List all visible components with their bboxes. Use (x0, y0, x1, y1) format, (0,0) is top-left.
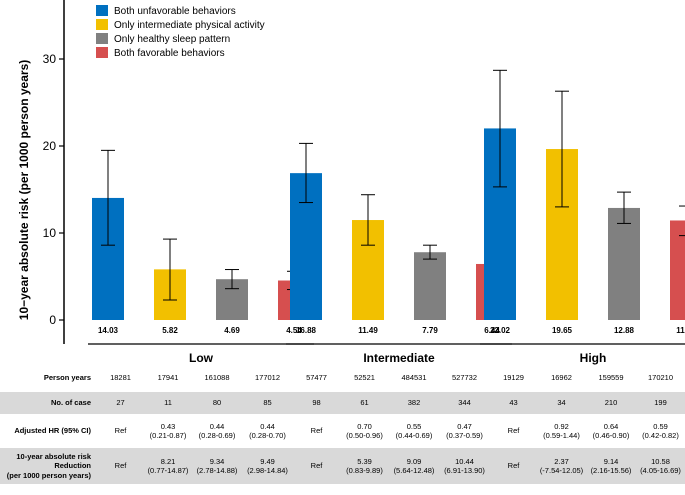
table-cell: 2.37 (-7.54-12.05) (537, 448, 586, 484)
table-cell: 9.14 (2.16-15.56) (586, 448, 636, 484)
table-cell: Ref (114, 426, 127, 436)
table-cell: 19129 (503, 373, 524, 383)
table-cell: 0.55 (0.44-0.69) (395, 421, 433, 440)
table-cell: 8.21 (0.77-14.87) (144, 448, 192, 484)
table-cell: 43 (490, 392, 537, 414)
table-cell: Ref (97, 448, 144, 484)
table-cell: 484531 (401, 373, 427, 383)
data-label-intermediate-3: 6.44 (484, 326, 500, 335)
table-cell: 85 (242, 392, 293, 414)
table-cell: 5.39 (0.83-9.89) (340, 448, 389, 484)
y-axis: 0 10 20 30 (43, 0, 65, 344)
table-cell: 11 (144, 392, 192, 414)
table-cell: 9.49 (2.98-14.84) (242, 448, 293, 484)
data-label-high-3: 11.44 (676, 326, 685, 335)
table-cell: 177012 (254, 373, 281, 383)
legend-swatch-0 (96, 5, 108, 16)
table-cell: 159559 (598, 373, 624, 383)
table-cell: Ref (293, 448, 340, 484)
table-cell: 344 (439, 392, 490, 414)
bar-intermediate-2 (414, 252, 446, 320)
data-label-low-2: 4.69 (224, 326, 240, 335)
table-row: No. of case 27 11 80 85 98 61 382 344 43 34 210 199 (0, 392, 685, 414)
table-row: Person years 18281 17941 161088 177012 57477 5… (0, 367, 685, 389)
table-cell: 18281 (110, 373, 131, 383)
group-label-high: High (580, 351, 607, 365)
table-row: Adjusted HR (95% CI) Ref 0.43 (0.21-0.87) 0.… (0, 417, 685, 445)
row-label: No. of case (0, 392, 97, 414)
row-label: 10-year absolute risk Reduction (per 1000 … (0, 448, 97, 484)
table-cell: 161088 (204, 373, 230, 383)
legend-label-2: Only healthy sleep pattern (114, 34, 230, 45)
group-label-low: Low (189, 351, 214, 365)
table-cell: 9.34 (2.78-14.88) (192, 448, 242, 484)
table-cell: 34 (537, 392, 586, 414)
table-cell: 27 (97, 392, 144, 414)
group-labels: Low Intermediate High (88, 343, 685, 365)
table-cell: 0.44 (0.28-0.69) (198, 421, 236, 440)
group-label-intermediate: Intermediate (363, 351, 435, 365)
table-cell: 61 (340, 392, 389, 414)
table-cell: Ref (507, 426, 520, 436)
y-tick-label-0: 0 (49, 313, 56, 327)
table-cell: 0.59 (0.42-0.82) (642, 421, 679, 440)
data-label-intermediate-0: 16.88 (296, 326, 317, 335)
table-cell: 382 (389, 392, 439, 414)
table-cell: 57477 (306, 373, 327, 383)
table-cell: 52521 (354, 373, 375, 383)
y-tick-label-2: 20 (43, 139, 57, 153)
legend-label-0: Both unfavorable behaviors (114, 6, 236, 17)
data-label-high-0: 22.02 (490, 326, 511, 335)
legend-label-3: Both favorable behaviors (114, 48, 225, 59)
table-cell: 170210 (647, 373, 674, 383)
data-label-low-0: 14.03 (98, 326, 119, 335)
table-cell: 0.70 (0.50-0.96) (346, 421, 383, 440)
data-label-intermediate-2: 7.79 (422, 326, 438, 335)
bar-high-3 (670, 220, 685, 320)
data-label-high-1: 19.65 (552, 326, 573, 335)
table-cell: 0.43 (0.21-0.87) (149, 421, 187, 440)
legend-swatch-1 (96, 19, 108, 30)
table-cell: Ref (490, 448, 537, 484)
y-tick-label-1: 10 (43, 226, 57, 240)
table-cell: 0.64 (0.46-0.90) (592, 421, 630, 440)
table-cell: 0.92 (0.59-1.44) (543, 421, 580, 440)
table-cell: 98 (293, 392, 340, 414)
legend: Both unfavorable behaviors Only intermedi… (96, 5, 265, 59)
y-tick-label-3: 30 (43, 52, 57, 66)
y-axis-label: 10−year absolute risk (per 1000 person y… (17, 60, 31, 320)
table-cell: 10.44 (6.91-13.90) (439, 448, 490, 484)
summary-table: Person years 18281 17941 161088 177012 57477 5… (0, 367, 685, 484)
table-cell: 80 (192, 392, 242, 414)
data-label-intermediate-1: 11.49 (358, 326, 378, 335)
table-cell: 10.58 (4.05-16.69) (636, 448, 685, 484)
legend-swatch-2 (96, 33, 108, 44)
table-cell: 9.09 (5.64-12.48) (389, 448, 439, 484)
row-label: Adjusted HR (95% CI) (14, 426, 91, 436)
table-cell: 17941 (157, 373, 179, 383)
data-label-high-2: 12.88 (614, 326, 635, 335)
bar-high-2 (608, 207, 640, 320)
data-label-low-3: 4.54 (286, 326, 302, 335)
table-cell: 16962 (551, 373, 572, 383)
table-cell: 210 (586, 392, 636, 414)
row-label: Person years (43, 373, 91, 383)
table-cell: 199 (636, 392, 685, 414)
table-cell: Ref (310, 426, 323, 436)
legend-label-1: Only intermediate physical activity (114, 20, 265, 31)
table-cell: 0.47 (0.37-0.59) (446, 421, 483, 440)
data-label-low-1: 5.82 (162, 326, 178, 335)
table-cell: 0.44 (0.28-0.70) (249, 421, 286, 440)
table-row: 10-year absolute risk Reduction (per 1000 … (0, 448, 685, 484)
table-cell: 527732 (451, 373, 478, 383)
legend-swatch-3 (96, 47, 108, 58)
